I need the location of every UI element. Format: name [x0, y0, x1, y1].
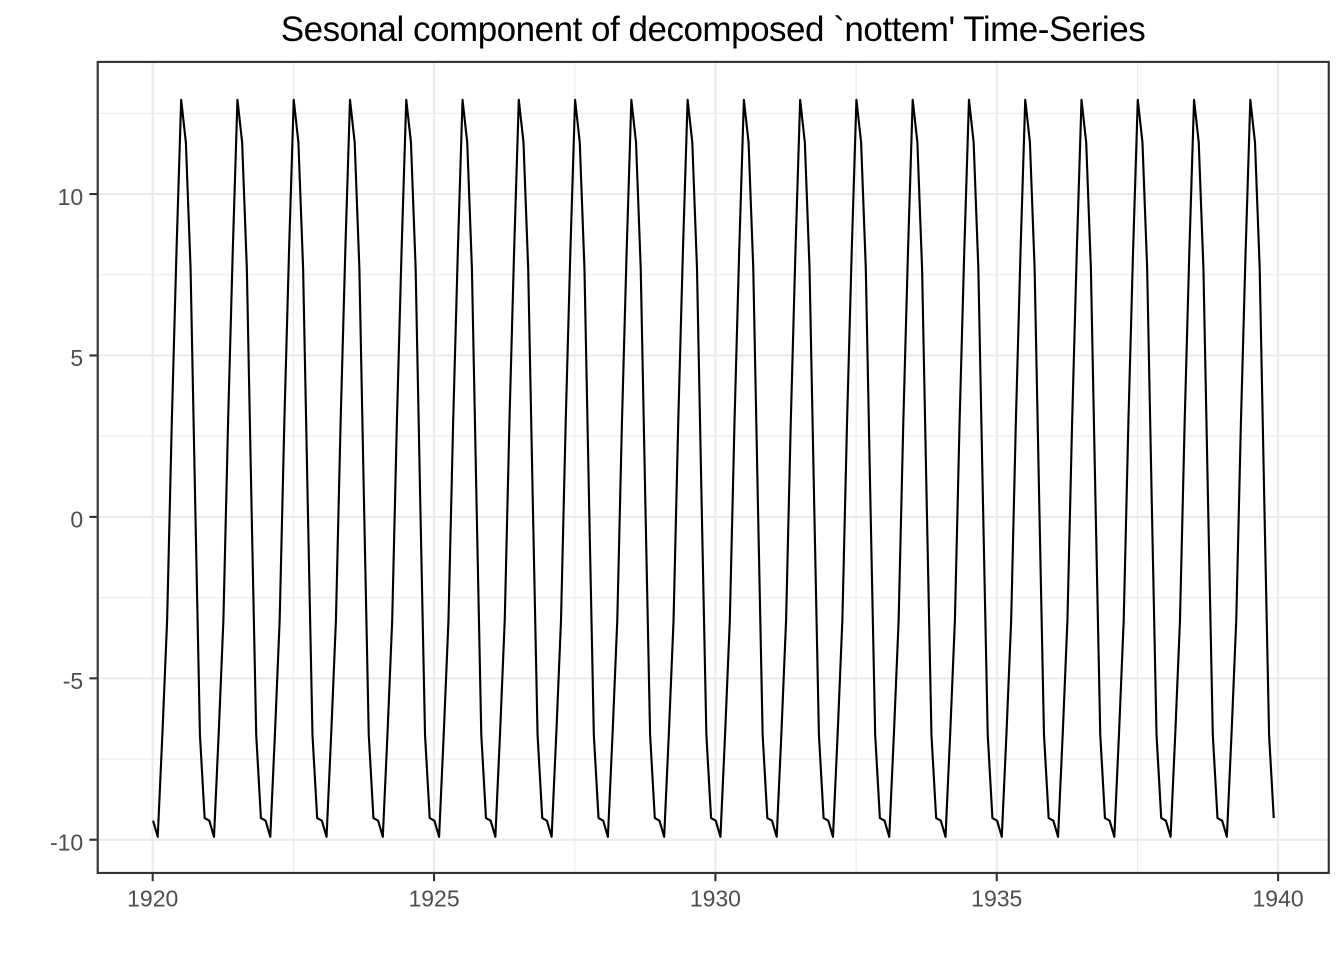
- svg-text:-5: -5: [63, 668, 83, 694]
- svg-text:10: 10: [58, 184, 84, 210]
- svg-text:1940: 1940: [1253, 885, 1304, 911]
- svg-text:1925: 1925: [408, 885, 459, 911]
- svg-text:0: 0: [70, 507, 83, 533]
- svg-text:5: 5: [70, 345, 83, 371]
- svg-text:Sesonal component of decompose: Sesonal component of decomposed `nottem'…: [281, 10, 1145, 49]
- svg-text:1920: 1920: [127, 885, 178, 911]
- svg-text:1935: 1935: [971, 885, 1022, 911]
- svg-text:-10: -10: [50, 829, 83, 855]
- svg-text:1930: 1930: [690, 885, 741, 911]
